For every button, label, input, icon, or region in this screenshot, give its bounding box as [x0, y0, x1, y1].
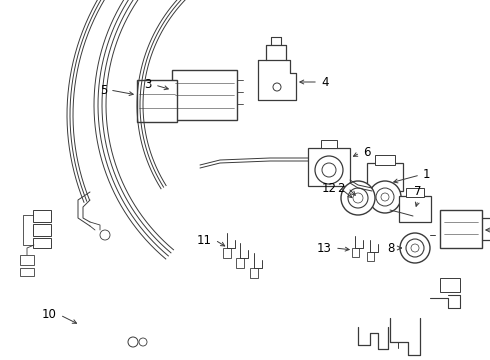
- Bar: [250, 268, 258, 278]
- Bar: [440, 210, 482, 248]
- Circle shape: [128, 337, 138, 347]
- Text: 3: 3: [145, 78, 152, 91]
- Text: 1: 1: [423, 168, 431, 181]
- Bar: [33, 238, 51, 248]
- Bar: [367, 252, 374, 261]
- Circle shape: [348, 188, 368, 208]
- Bar: [137, 80, 177, 122]
- Circle shape: [315, 156, 343, 184]
- Bar: [375, 155, 395, 165]
- Bar: [321, 140, 337, 148]
- Text: 5: 5: [99, 84, 107, 96]
- Circle shape: [406, 239, 424, 257]
- Text: 6: 6: [363, 147, 370, 159]
- Bar: [223, 248, 231, 258]
- Bar: [236, 258, 244, 268]
- Text: 2: 2: [338, 181, 345, 194]
- Circle shape: [411, 244, 419, 252]
- Circle shape: [273, 83, 281, 91]
- Text: 11: 11: [197, 234, 212, 247]
- Bar: [399, 196, 431, 222]
- Circle shape: [100, 230, 110, 240]
- Text: 12: 12: [322, 181, 337, 194]
- Circle shape: [139, 338, 147, 346]
- Bar: [33, 224, 51, 236]
- Text: 7: 7: [414, 185, 422, 198]
- Text: 8: 8: [388, 242, 395, 255]
- Text: 10: 10: [42, 309, 57, 321]
- Text: 4: 4: [321, 76, 328, 89]
- Circle shape: [376, 188, 394, 206]
- Circle shape: [369, 181, 401, 213]
- Circle shape: [400, 233, 430, 263]
- Circle shape: [353, 193, 363, 203]
- Circle shape: [341, 181, 375, 215]
- Bar: [440, 278, 460, 292]
- Bar: [33, 210, 51, 222]
- Bar: [352, 248, 359, 257]
- Bar: [308, 148, 350, 186]
- Bar: [172, 70, 237, 120]
- Bar: [367, 163, 403, 191]
- Text: 13: 13: [317, 242, 332, 255]
- Circle shape: [381, 193, 389, 201]
- Bar: [20, 268, 34, 276]
- Circle shape: [322, 163, 336, 177]
- Bar: [406, 188, 424, 197]
- Bar: [20, 255, 34, 265]
